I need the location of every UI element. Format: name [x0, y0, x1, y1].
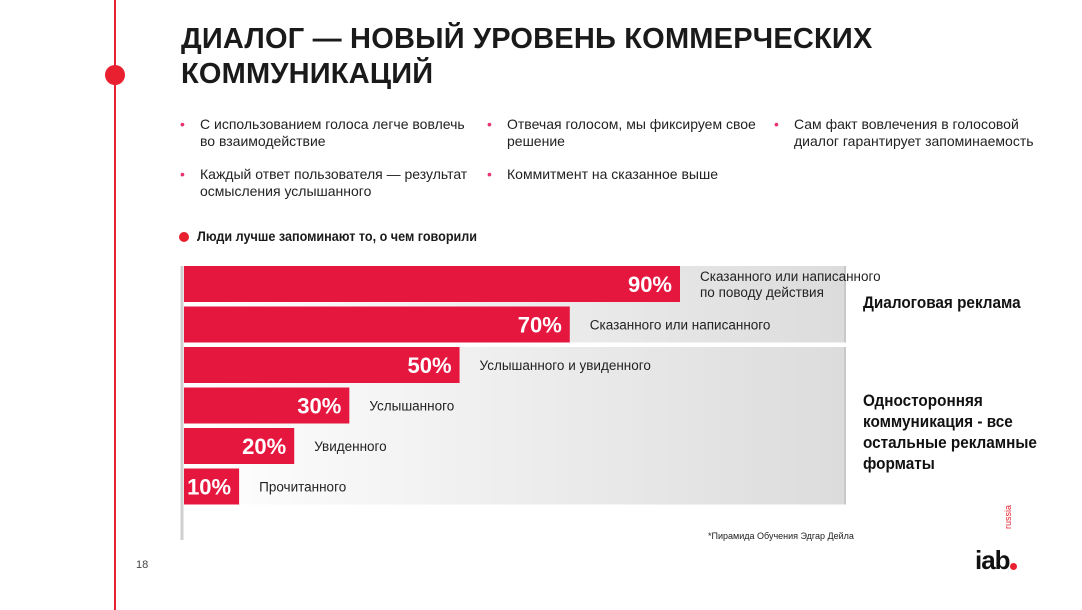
bullet-item: • С использованием голоса легче вовлечь … — [180, 116, 480, 150]
bullet-marker: • — [774, 116, 779, 132]
bar-value-label: 20% — [242, 434, 286, 459]
bar — [184, 468, 240, 505]
bar-category-label: Увиденного — [314, 439, 386, 454]
iab-logo: iab — [975, 545, 1011, 575]
bar — [184, 347, 460, 383]
bullet-marker: • — [180, 166, 185, 182]
bar-value-label: 30% — [297, 394, 341, 419]
footnote: *Пирамида Обучения Эдгар Дейла — [708, 531, 854, 541]
chart-heading-dot — [179, 232, 189, 242]
bullet-item: • Каждый ответ пользователя — результат … — [180, 166, 480, 200]
bullet-marker: • — [487, 116, 492, 132]
bar-category-label: Услышанного — [369, 399, 454, 414]
accent-vertical-line — [114, 0, 116, 610]
bar-category-label: Сказанного или написанного — [590, 318, 771, 333]
bullet-text: Каждый ответ пользователя — результат ос… — [200, 166, 468, 199]
chart-title: Люди лучше запоминают то, о чем говорили — [197, 228, 478, 244]
bullet-text: Коммитмент на сказанное выше — [507, 166, 718, 182]
bar-value-label: 50% — [408, 353, 452, 378]
bullet-item: • Коммитмент на сказанное выше — [487, 166, 767, 183]
logo-subtext: russia — [1003, 504, 1013, 529]
group-label-dialog: Диалоговая реклама — [863, 293, 1021, 312]
slide-title: ДИАЛОГ — НОВЫЙ УРОВЕНЬ КОММЕРЧЕСКИХ КОММ… — [181, 23, 873, 90]
bar — [184, 306, 570, 343]
bullet-text: С использованием голоса легче вовлечь во… — [200, 116, 465, 149]
bar — [184, 266, 680, 302]
bullet-item: • Отвечая голосом, мы фиксируем свое реш… — [487, 116, 767, 150]
logo-dot — [1010, 563, 1017, 570]
bullet-marker: • — [180, 116, 185, 132]
bar-value-label: 10% — [187, 475, 231, 500]
bar-value-label: 90% — [628, 272, 672, 297]
bullet-marker: • — [487, 166, 492, 182]
bar-category-label: Сказанного или написанного по поводу дейс… — [700, 269, 881, 300]
accent-dot — [105, 65, 125, 85]
bar — [184, 428, 295, 464]
bar-category-label: Прочитанного — [259, 480, 346, 495]
bullet-text: Сам факт вовлечения в голосовой диалог г… — [794, 116, 1034, 149]
bullet-text: Отвечая голосом, мы фиксируем свое решен… — [507, 116, 756, 149]
bar-category-label: Услышанного и увиденного — [480, 358, 651, 373]
bar-value-label: 70% — [518, 313, 562, 338]
bullet-item: • Сам факт вовлечения в голосовой диалог… — [774, 116, 1054, 150]
page-number: 18 — [136, 559, 149, 571]
bar — [184, 387, 350, 424]
group-label-oneway: Односторонняя коммуникация - все остальн… — [863, 391, 1037, 473]
